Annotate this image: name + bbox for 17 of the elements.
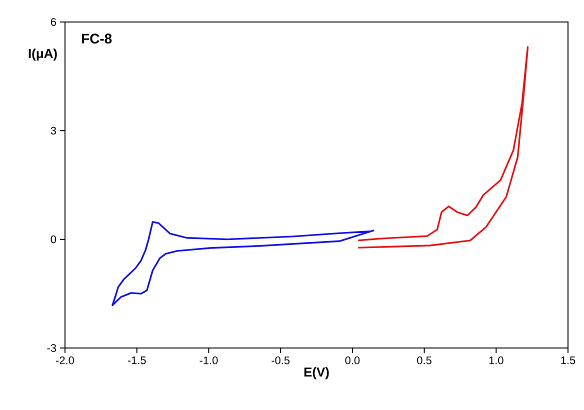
- x-tick-label: 1.0: [489, 356, 504, 364]
- x-tick-label: 1.5: [561, 356, 576, 364]
- y-axis-title: I(μA): [28, 48, 57, 61]
- y-tick-label: 3: [50, 126, 56, 135]
- x-tick-label: -1.5: [128, 356, 146, 364]
- line-series: [112, 221, 375, 306]
- x-tick-label: -0.5: [272, 356, 290, 364]
- x-axis-title: E(V): [304, 367, 329, 380]
- y-tick-label: 6: [50, 18, 56, 26]
- x-tick-label: 0.5: [417, 356, 432, 364]
- line-series: [357, 46, 529, 249]
- x-tick-label: -2.0: [56, 356, 74, 364]
- x-tick-label: 0.0: [345, 356, 360, 364]
- y-tick-label: -3: [47, 344, 56, 352]
- y-tick-label: 0: [50, 235, 56, 244]
- x-tick-label: -1.0: [200, 356, 218, 364]
- annotation: FC-8: [82, 34, 112, 44]
